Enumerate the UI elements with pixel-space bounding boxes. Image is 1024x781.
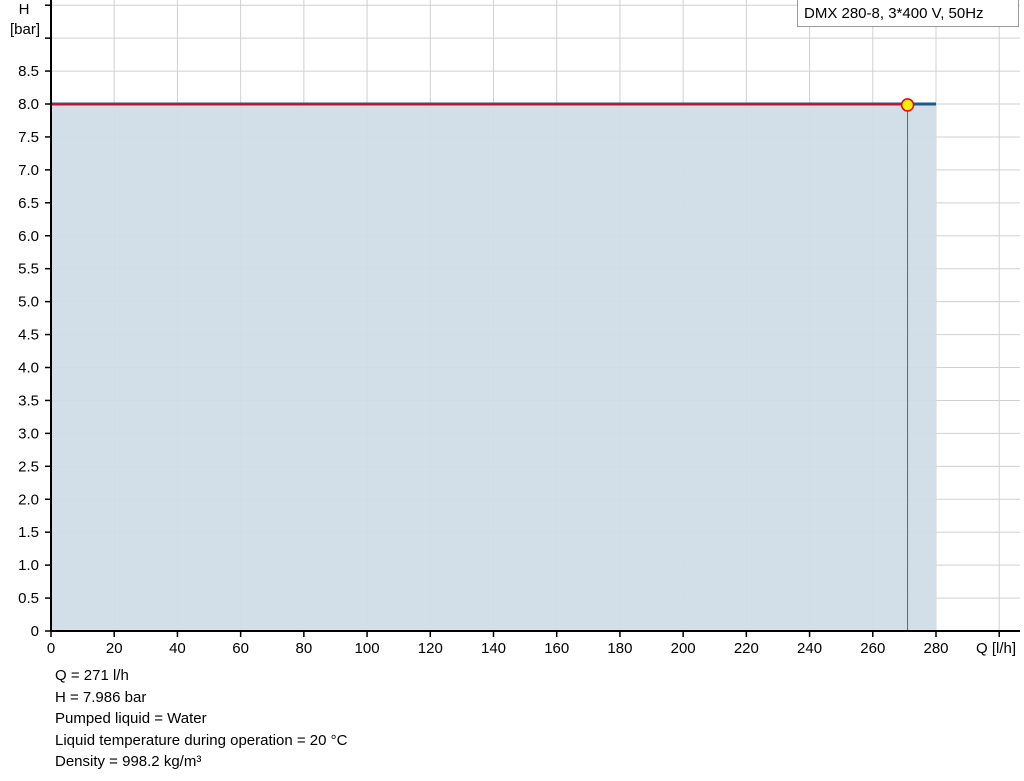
x-tick-label: 260 bbox=[860, 640, 885, 657]
pump-curve-chart: 0 20 40 60 80 100 120 140 160 180 200 220 240 260 280 0… bbox=[10, 0, 1020, 657]
y-axis-label: H bbox=[19, 1, 30, 18]
curve-area bbox=[51, 104, 936, 631]
x-tick-label: 180 bbox=[607, 640, 632, 657]
x-tick-label: 20 bbox=[106, 640, 123, 657]
y-tick-label: 3.0 bbox=[18, 425, 39, 442]
x-tick-label: 240 bbox=[797, 640, 822, 657]
legend: DMX 280-8, 3*400 V, 50Hz bbox=[797, 0, 1019, 27]
y-tick-label: 4.5 bbox=[18, 327, 39, 344]
info-temperature: Liquid temperature during operation = 20… bbox=[55, 731, 348, 749]
y-tick-label: 4.0 bbox=[18, 360, 39, 377]
y-tick-label: 5.5 bbox=[18, 261, 39, 278]
x-tick-label: 140 bbox=[481, 640, 506, 657]
y-tick-label: 7.0 bbox=[18, 162, 39, 179]
y-tick-label: 1.0 bbox=[18, 557, 39, 574]
info-flow: Q = 271 l/h bbox=[55, 667, 129, 684]
y-tick-label: 7.5 bbox=[18, 129, 39, 146]
y-tick-label: 1.5 bbox=[18, 524, 39, 541]
y-tick-label: 0 bbox=[31, 623, 39, 640]
y-tick-label: 6.0 bbox=[18, 228, 39, 245]
info-density: Density = 998.2 kg/m³ bbox=[55, 753, 202, 770]
x-tick-label: 0 bbox=[47, 640, 55, 657]
y-tick-label: 2.5 bbox=[18, 458, 39, 475]
info-head: H = 7.986 bar bbox=[55, 688, 147, 706]
y-tick-label: 8.0 bbox=[18, 96, 39, 113]
x-tick-label: 220 bbox=[734, 640, 759, 657]
x-tick-label: 100 bbox=[355, 640, 380, 657]
y-tick-label: 6.5 bbox=[18, 195, 39, 212]
x-tick-label: 40 bbox=[169, 640, 186, 657]
duty-point bbox=[900, 98, 915, 112]
duty-point-info: Q = 271 l/h H = 7.986 bar Pumped liquid … bbox=[55, 665, 347, 773]
x-tick-label: 60 bbox=[232, 640, 249, 657]
x-tick-label: 200 bbox=[671, 640, 696, 657]
info-liquid: Pumped liquid = Water bbox=[55, 710, 207, 727]
x-tick-label: 280 bbox=[923, 640, 948, 657]
y-tick-label: 2.0 bbox=[18, 491, 39, 508]
y-tick-label: 8.5 bbox=[18, 63, 39, 80]
x-tick-label: 160 bbox=[544, 640, 569, 657]
x-tick-label: 80 bbox=[296, 640, 313, 657]
y-tick-label: 5.0 bbox=[18, 294, 39, 311]
y-tick-label: 0.5 bbox=[18, 590, 39, 607]
y-axis-unit: [bar] bbox=[10, 21, 40, 38]
legend-label: DMX 280-8, 3*400 V, 50Hz bbox=[804, 5, 984, 22]
y-tick-label: 3.5 bbox=[18, 392, 39, 409]
x-tick-label: 120 bbox=[418, 640, 443, 657]
x-axis-label: Q [l/h] bbox=[976, 640, 1016, 657]
